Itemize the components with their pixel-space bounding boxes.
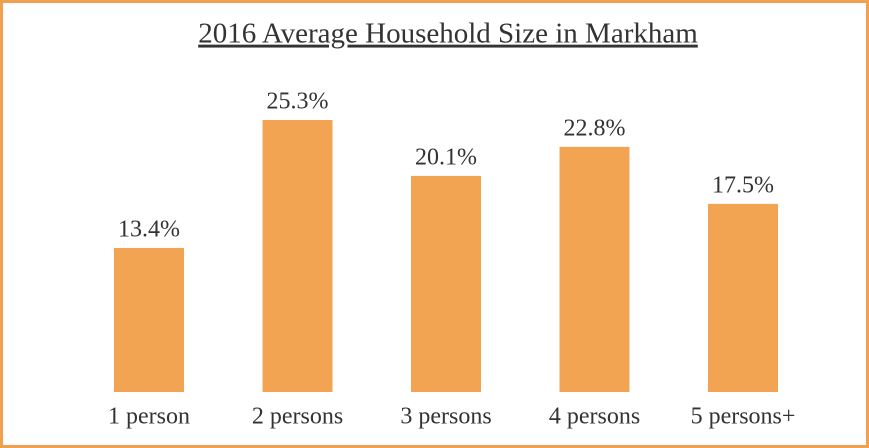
bar: [262, 120, 333, 392]
chart-title: 2016 Average Household Size in Markham: [198, 18, 698, 50]
bar: [708, 203, 778, 392]
data-label: 20.1%: [415, 144, 477, 170]
bar: [411, 175, 481, 392]
x-tick-label: 2 persons: [252, 404, 343, 430]
data-label: 25.3%: [267, 89, 329, 115]
x-tick-label: 5 persons+: [691, 404, 796, 430]
data-label: 17.5%: [712, 172, 774, 198]
bar: [114, 247, 184, 392]
data-label: 22.8%: [564, 115, 626, 141]
bar: [559, 146, 630, 392]
x-tick-label: 1 person: [108, 404, 190, 430]
x-tick-label: 4 persons: [549, 404, 640, 430]
x-tick-label: 3 persons: [400, 404, 491, 430]
data-label: 13.4%: [118, 216, 180, 242]
